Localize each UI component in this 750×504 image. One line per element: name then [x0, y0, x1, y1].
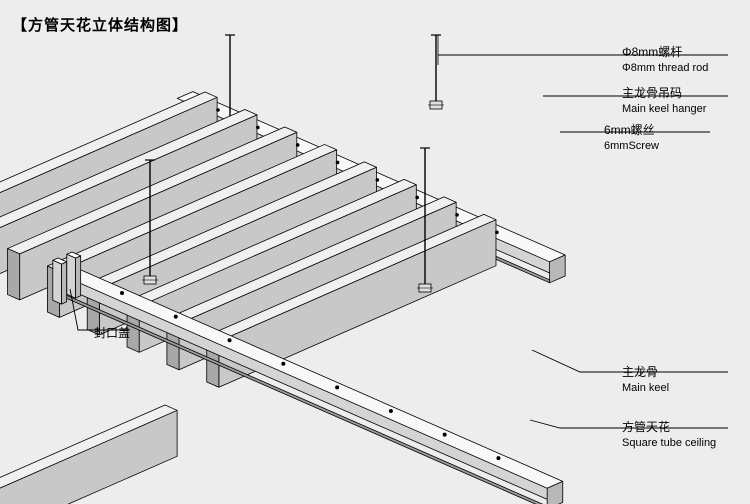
label-cn: 主龙骨: [622, 365, 658, 379]
label-cn: 方管天花: [622, 420, 670, 434]
label-main-keel: 主龙骨 Main keel: [622, 364, 669, 396]
label-en: Main keel: [622, 381, 669, 396]
label-screw: 6mm螺丝 6mmScrew: [604, 122, 659, 154]
label-cn: Φ8mm螺杆: [622, 45, 682, 59]
label-hanger: 主龙骨吊码 Main keel hanger: [622, 85, 706, 117]
label-sq-tube: 方管天花 Square tube ceiling: [622, 419, 716, 451]
label-en: Φ8mm thread rod: [622, 61, 708, 76]
label-en: Main keel hanger: [622, 102, 706, 117]
label-thread-rod: Φ8mm螺杆 Φ8mm thread rod: [622, 44, 708, 76]
label-cn: 6mm螺丝: [604, 123, 655, 137]
label-en: 6mmScrew: [604, 139, 659, 154]
label-cn: 主龙骨吊码: [622, 86, 682, 100]
label-seal-wire: 封口盖: [94, 325, 130, 342]
label-en: Square tube ceiling: [622, 436, 716, 451]
label-cn: 封口盖: [94, 326, 130, 340]
